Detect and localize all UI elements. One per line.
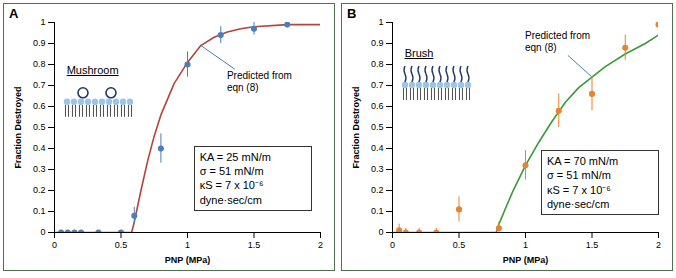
svg-text:0.4: 0.4	[371, 143, 384, 153]
svg-text:1: 1	[378, 17, 383, 27]
svg-text:0: 0	[52, 240, 57, 250]
svg-text:0.5: 0.5	[33, 122, 46, 132]
html-text:A: A	[9, 6, 19, 21]
svg-text:1: 1	[523, 240, 528, 250]
svg-text:0.3: 0.3	[33, 164, 46, 174]
svg-text:1.5: 1.5	[248, 240, 261, 250]
html-text:Mushroom: Mushroom	[66, 64, 119, 76]
html-text:κS = 7 x 10⁻⁶ dyne·sec/cm: κS = 7 x 10⁻⁶ dyne·sec/cm	[547, 183, 611, 210]
svg-text:0: 0	[378, 227, 383, 237]
svg-text:2: 2	[656, 240, 661, 250]
html-text:σ = 51 mN/m: σ = 51 mN/m	[199, 165, 264, 178]
svg-text:0.3: 0.3	[371, 164, 384, 174]
html-text:KA = 70 mN/m: KA = 70 mN/m	[547, 155, 619, 167]
svg-text:0.8: 0.8	[371, 59, 384, 69]
html-text:Predicted from eqn (8): Predicted from eqn (8)	[226, 70, 292, 94]
svg-text:0.7: 0.7	[371, 80, 384, 90]
html-text:KA = 25 mN/m: KA = 25 mN/m	[199, 150, 271, 163]
html-text:σ = 51 mN/m: σ = 51 mN/m	[547, 169, 611, 182]
svg-text:0: 0	[40, 227, 45, 237]
html-text:Predicted from eqn (8): Predicted from eqn (8)	[525, 30, 590, 54]
svg-text:0.6: 0.6	[33, 101, 46, 111]
svg-text:0.9: 0.9	[33, 38, 46, 48]
svg-text:0: 0	[390, 240, 395, 250]
svg-text:0.1: 0.1	[33, 206, 46, 216]
svg-text:Fraction Destroyed: Fraction Destroyed	[13, 86, 23, 168]
svg-text:0.7: 0.7	[33, 80, 46, 90]
svg-text:0.9: 0.9	[371, 38, 384, 48]
svg-text:0.6: 0.6	[371, 101, 384, 111]
svg-text:0.2: 0.2	[33, 185, 46, 195]
html-text:Brush: Brush	[404, 47, 434, 60]
svg-text:PNP (MPa): PNP (MPa)	[165, 255, 210, 265]
svg-text:1.5: 1.5	[586, 240, 599, 250]
html-text:B: B	[347, 6, 357, 21]
svg-text:0.4: 0.4	[33, 143, 46, 153]
html-text:κS = 7 x 10⁻⁶ dyne·sec/cm: κS = 7 x 10⁻⁶ dyne·sec/cm	[199, 179, 264, 206]
svg-text:1: 1	[40, 17, 45, 27]
svg-text:1: 1	[185, 240, 190, 250]
svg-text:0.8: 0.8	[33, 59, 46, 69]
svg-text:0.5: 0.5	[453, 240, 466, 250]
svg-text:0.1: 0.1	[371, 206, 384, 216]
svg-text:Fraction Destroyed: Fraction Destroyed	[351, 86, 361, 168]
svg-text:2: 2	[318, 240, 323, 250]
svg-text:0.5: 0.5	[115, 240, 128, 250]
svg-text:0.2: 0.2	[371, 185, 384, 195]
svg-text:0.5: 0.5	[371, 122, 384, 132]
svg-text:PNP (MPa): PNP (MPa)	[503, 255, 548, 265]
